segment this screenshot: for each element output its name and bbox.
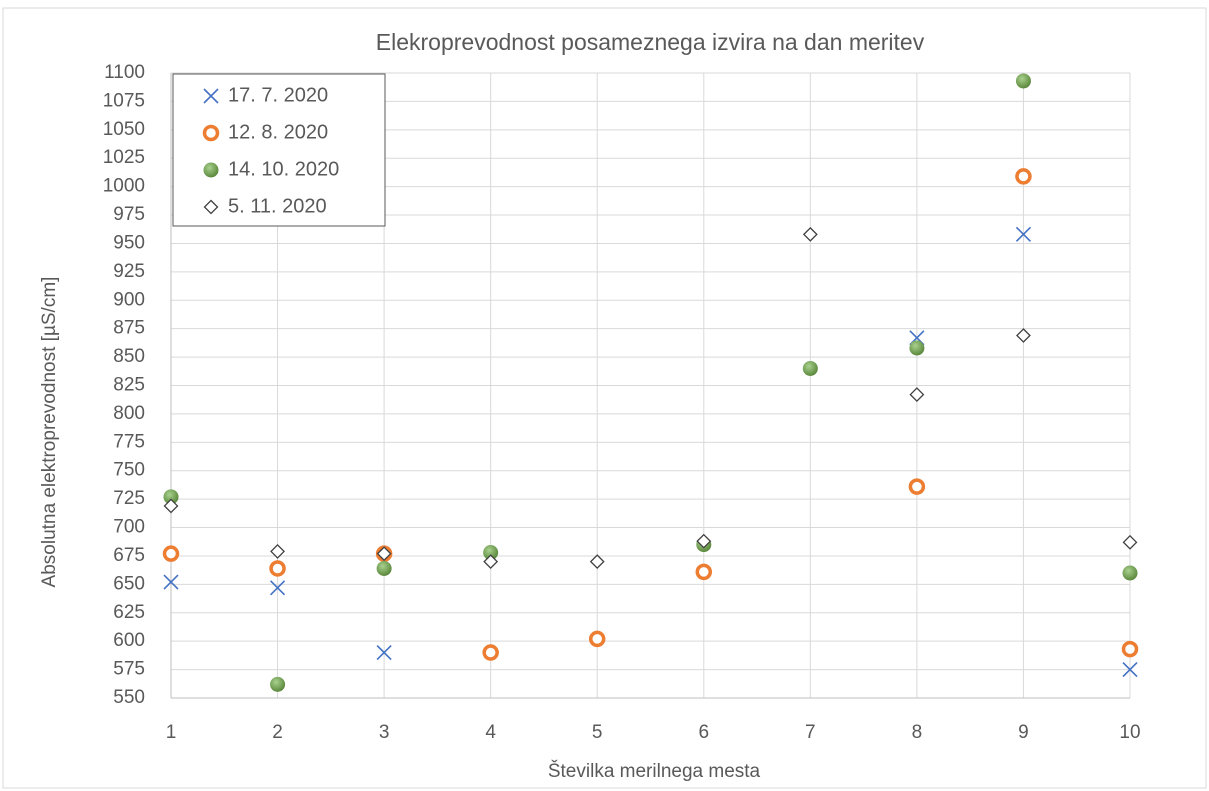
point (696, 533, 712, 549)
y-tick-label: 1025 (103, 147, 145, 168)
point (909, 387, 925, 403)
y-tick-label: 1100 (104, 62, 145, 83)
legend-label: 14. 10. 2020 (228, 158, 339, 180)
point (909, 340, 925, 356)
point (802, 360, 818, 376)
x-tick-label: 5 (592, 722, 603, 743)
x-tick-label: 1 (166, 722, 177, 743)
point (163, 574, 179, 590)
point (483, 554, 499, 570)
point (269, 580, 286, 596)
x-tick-label: 9 (1018, 722, 1029, 743)
point (163, 489, 179, 505)
y-tick-label: 900 (113, 289, 145, 310)
point (162, 545, 180, 562)
y-tick-label: 550 (113, 687, 145, 708)
legend-marker (203, 88, 219, 104)
legend-marker (202, 124, 220, 142)
x-axis-label: Številka merilnega mesta (548, 760, 761, 782)
point (802, 226, 818, 242)
point (1015, 168, 1032, 185)
point (163, 498, 179, 514)
point (269, 560, 286, 577)
y-tick-label: 750 (113, 460, 145, 481)
y-tick-label: 725 (113, 488, 145, 509)
y-tick-label: 625 (113, 602, 145, 623)
x-tick-label: 8 (912, 722, 923, 743)
x-tick-label: 2 (272, 722, 283, 743)
x-tick-label: 6 (698, 722, 709, 743)
point (1122, 565, 1138, 581)
legend-marker (203, 199, 219, 215)
point (376, 546, 392, 562)
point (270, 543, 285, 559)
y-tick-label: 950 (113, 232, 145, 253)
point (588, 630, 606, 648)
point (270, 676, 286, 692)
y-tick-label: 1075 (103, 90, 145, 111)
point (1122, 662, 1138, 678)
point (908, 478, 926, 495)
x-tick-label: 10 (1119, 722, 1140, 743)
y-tick-label: 575 (113, 659, 145, 680)
point (589, 554, 605, 570)
y-tick-label: 1050 (103, 119, 145, 140)
y-tick-label: 600 (113, 630, 145, 651)
x-tick-label: 7 (805, 722, 816, 743)
y-tick-label: 650 (113, 573, 145, 594)
point (1121, 640, 1139, 658)
y-tick-label: 1000 (103, 176, 145, 197)
point (1015, 73, 1031, 89)
legend-label: 17. 7. 2020 (228, 84, 328, 106)
point (482, 644, 499, 661)
legend-label: 5. 11. 2020 (228, 195, 327, 217)
point (1122, 534, 1138, 550)
y-tick-label: 825 (113, 375, 145, 396)
legend-label: 12. 8. 2020 (228, 121, 328, 143)
x-tick-label: 3 (379, 722, 390, 743)
chart-title: Elekroprevodnost posameznega izvira na d… (376, 29, 925, 55)
y-tick-label: 850 (113, 346, 145, 367)
y-tick-label: 775 (113, 431, 145, 452)
y-tick-label: 800 (113, 403, 145, 424)
x-tick-label: 4 (485, 722, 496, 743)
y-tick-label: 700 (113, 517, 145, 538)
legend-marker (203, 162, 219, 178)
point (376, 560, 392, 576)
y-tick-label: 975 (113, 204, 145, 225)
y-tick-label: 925 (113, 261, 145, 282)
y-tick-label: 875 (113, 318, 145, 339)
point (695, 563, 713, 581)
y-tick-label: 675 (113, 545, 145, 566)
point (1016, 328, 1031, 343)
y-axis-label: Absolutna elektroprevodnost [µS/cm] (39, 277, 60, 588)
point (1015, 226, 1032, 242)
point (483, 545, 499, 561)
point (376, 644, 392, 661)
